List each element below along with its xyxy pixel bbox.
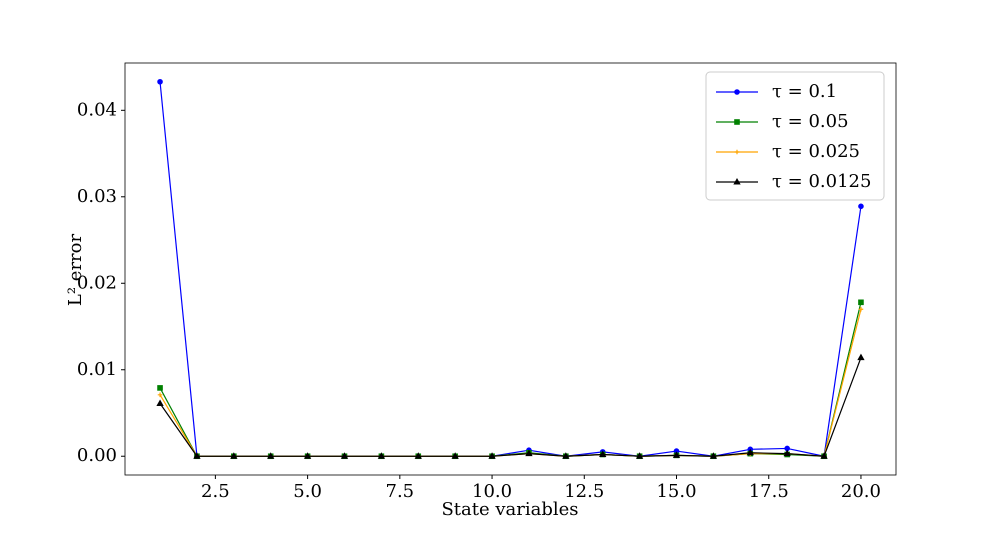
marker xyxy=(451,452,459,459)
x-tick-label: 5.0 xyxy=(293,481,322,502)
marker xyxy=(157,385,163,391)
marker xyxy=(858,306,864,312)
marker xyxy=(734,149,740,155)
legend-label: τ = 0.0125 xyxy=(772,171,871,192)
x-tick-label: 7.5 xyxy=(386,481,415,502)
legend-box xyxy=(705,71,885,201)
plot-frame xyxy=(124,62,897,476)
marker xyxy=(734,89,740,95)
x-tick-label: 15.0 xyxy=(656,481,696,502)
marker xyxy=(525,449,533,457)
marker xyxy=(267,452,275,459)
marker xyxy=(820,452,828,459)
marker xyxy=(783,449,791,457)
marker xyxy=(230,452,238,459)
y-tick-label: 0.04 xyxy=(77,99,117,120)
marker xyxy=(340,452,349,459)
series-line xyxy=(159,309,862,457)
marker xyxy=(414,452,422,459)
marker xyxy=(562,452,570,459)
x-tick-label: 20.0 xyxy=(841,481,881,502)
marker xyxy=(734,119,740,125)
legend-label: τ = 0.1 xyxy=(772,81,837,102)
marker xyxy=(857,353,865,361)
marker xyxy=(156,399,164,406)
y-axis-label: L² error xyxy=(65,234,86,307)
marker xyxy=(488,452,496,459)
legend-label: τ = 0.05 xyxy=(772,111,849,132)
y-tick-label: 0.01 xyxy=(77,359,117,380)
marker xyxy=(746,448,754,456)
marker xyxy=(635,452,644,459)
legend-label: τ = 0.025 xyxy=(772,141,860,162)
y-tick-label: 0.00 xyxy=(77,445,117,466)
marker xyxy=(858,203,864,210)
series-line xyxy=(159,302,862,457)
marker xyxy=(672,451,681,458)
series-line xyxy=(159,357,862,457)
x-tick-label: 12.5 xyxy=(564,481,604,502)
marker xyxy=(709,452,718,459)
marker xyxy=(858,299,864,306)
x-tick-label: 10.0 xyxy=(472,481,512,502)
x-tick-label: 17.5 xyxy=(749,481,789,502)
x-axis-label: State variables xyxy=(441,499,578,520)
marker xyxy=(157,78,163,85)
marker xyxy=(303,452,312,459)
marker xyxy=(157,392,163,398)
marker xyxy=(733,177,741,185)
y-tick-label: 0.03 xyxy=(77,186,117,207)
x-tick-label: 2.5 xyxy=(201,481,230,502)
marker xyxy=(377,452,386,459)
marker xyxy=(599,450,607,458)
y-tick-label: 0.02 xyxy=(77,272,117,293)
marker xyxy=(193,452,201,459)
